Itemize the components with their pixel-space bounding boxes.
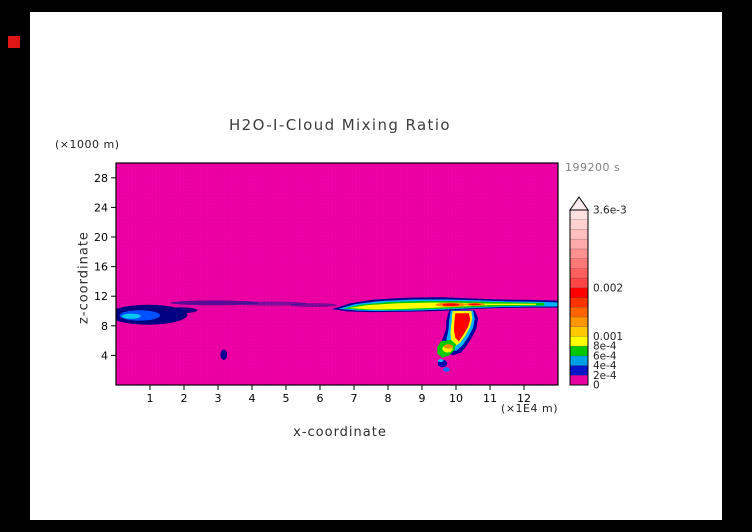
heatmap-plot: 1 2 3 4 5 6 7 8 9 10 11 124812162024283.6e-30.0020.… <box>94 162 627 405</box>
colorbar-label: 8e-4 <box>593 341 617 353</box>
colorbar-label: 2e-4 <box>593 370 617 382</box>
colorbar-label: 6e-4 <box>593 350 617 362</box>
colorbar-label: 4e-4 <box>593 360 617 372</box>
y-tick-label: 12 <box>94 290 108 303</box>
y-tick-label: 24 <box>94 201 108 214</box>
x-axis-title: x-coordinate <box>293 425 387 440</box>
colorbar-label: 3.6e-3 <box>593 205 627 217</box>
y-axis-title: z-coordinate <box>76 231 92 324</box>
chart-title: H2O-I-Cloud Mixing Ratio <box>229 116 451 134</box>
x-tick-label: 1 <box>147 392 154 405</box>
heatmap-background <box>116 163 558 385</box>
colorbar-label: 0 <box>593 380 600 392</box>
x-tick-label: 5 <box>283 392 290 405</box>
y-tick-label: 4 <box>101 349 108 362</box>
x-tick-label: 3 <box>215 392 222 405</box>
x-tick-label: 12 <box>517 392 531 405</box>
colorbar-label: 0.001 <box>593 331 623 343</box>
x-tick-label: 6 <box>317 392 324 405</box>
window-corner-marker <box>8 36 20 48</box>
y-tick-label: 8 <box>101 320 108 333</box>
y-axis-unit-label: (×1000 m) <box>55 138 120 151</box>
timestamp-label: 199200 s <box>565 161 621 174</box>
plot-frame <box>115 162 559 386</box>
plot-page: H2O-I-Cloud Mixing Ratio (×1000 m) 19920… <box>30 12 722 520</box>
colorbar-cap <box>569 196 589 211</box>
x-tick-label: 2 <box>181 392 188 405</box>
x-tick-label: 7 <box>351 392 358 405</box>
cloud-features <box>116 297 558 372</box>
y-tick-label: 16 <box>94 261 108 274</box>
x-tick-label: 4 <box>249 392 256 405</box>
x-tick-label: 8 <box>385 392 392 405</box>
x-tick-label: 11 <box>483 392 497 405</box>
x-tick-label: 9 <box>419 392 426 405</box>
x-tick-label: 10 <box>449 392 463 405</box>
y-tick-label: 20 <box>94 231 108 244</box>
colorbar-label: 0.002 <box>593 282 623 294</box>
x-axis-unit-label: (×1E4 m) <box>501 402 558 415</box>
y-tick-label: 28 <box>94 172 108 185</box>
